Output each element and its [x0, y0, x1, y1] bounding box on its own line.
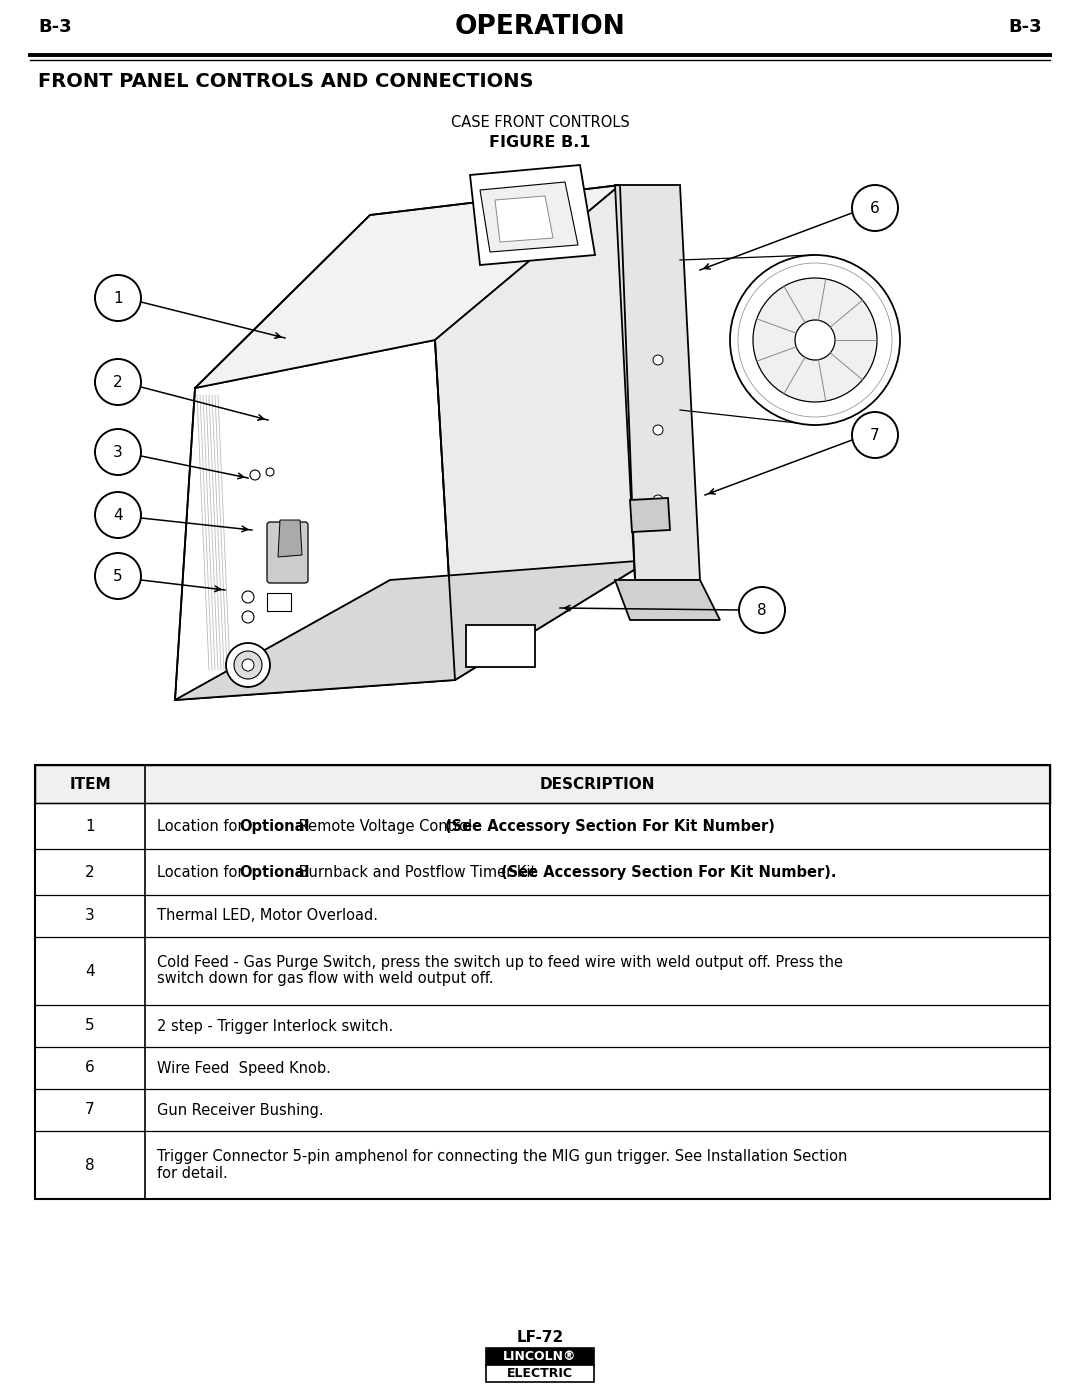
- Circle shape: [753, 278, 877, 403]
- Circle shape: [95, 429, 141, 475]
- Text: 6: 6: [85, 1060, 95, 1076]
- Text: 4: 4: [85, 963, 95, 979]
- Text: LINCOLN®: LINCOLN®: [503, 1351, 577, 1363]
- Circle shape: [739, 587, 785, 633]
- Text: 6: 6: [870, 200, 880, 215]
- Text: LF-72: LF-72: [516, 1330, 564, 1345]
- Circle shape: [249, 471, 260, 480]
- Text: 2: 2: [113, 375, 123, 390]
- Text: Gun Receiver Bushing.: Gun Receiver Bushing.: [157, 1102, 324, 1117]
- Text: 3: 3: [113, 444, 123, 459]
- Text: Cold Feed - Gas Purge Switch, press the switch up to feed wire with weld output : Cold Feed - Gas Purge Switch, press the …: [157, 955, 843, 970]
- Bar: [486, 1364, 594, 1382]
- Circle shape: [95, 275, 141, 321]
- Text: Optional: Optional: [239, 819, 309, 834]
- Text: B-3: B-3: [1009, 18, 1042, 36]
- Circle shape: [95, 552, 141, 600]
- Bar: [486, 1348, 594, 1364]
- Text: .: .: [704, 819, 708, 834]
- Polygon shape: [480, 182, 578, 253]
- Text: 8: 8: [85, 1158, 95, 1173]
- Circle shape: [795, 321, 835, 359]
- Text: 3: 3: [85, 909, 95, 923]
- Circle shape: [242, 659, 254, 670]
- Text: Optional: Optional: [239, 865, 309, 880]
- Text: Location for: Location for: [157, 865, 248, 880]
- Text: Trigger Connector 5-pin amphenol for connecting the MIG gun trigger. See Install: Trigger Connector 5-pin amphenol for con…: [157, 1149, 848, 1165]
- Circle shape: [653, 496, 663, 505]
- Circle shape: [95, 359, 141, 405]
- Text: 2 step - Trigger Interlock switch.: 2 step - Trigger Interlock switch.: [157, 1019, 393, 1034]
- Text: 7: 7: [85, 1102, 95, 1117]
- Polygon shape: [470, 165, 595, 265]
- Text: OPERATION: OPERATION: [455, 14, 625, 40]
- Text: CASE FRONT CONTROLS: CASE FRONT CONTROLS: [450, 115, 630, 130]
- Text: 1: 1: [85, 819, 95, 834]
- Circle shape: [852, 412, 897, 458]
- Text: DESCRIPTION: DESCRIPTION: [540, 776, 656, 791]
- Circle shape: [730, 255, 900, 425]
- FancyBboxPatch shape: [465, 625, 535, 668]
- Polygon shape: [615, 185, 700, 580]
- Text: 1: 1: [113, 290, 123, 305]
- FancyBboxPatch shape: [267, 593, 291, 611]
- Text: 2: 2: [85, 865, 95, 880]
- Circle shape: [653, 425, 663, 434]
- Polygon shape: [195, 185, 620, 389]
- Polygon shape: [615, 580, 720, 620]
- Circle shape: [266, 468, 274, 476]
- Circle shape: [242, 611, 254, 623]
- Circle shape: [226, 643, 270, 687]
- Circle shape: [852, 185, 897, 230]
- Text: Thermal LED, Motor Overload.: Thermal LED, Motor Overload.: [157, 909, 378, 923]
- Text: FIGURE B.1: FIGURE B.1: [489, 135, 591, 150]
- Text: ELECTRIC: ELECTRIC: [507, 1367, 573, 1380]
- Circle shape: [653, 355, 663, 365]
- Text: 5: 5: [113, 569, 123, 583]
- Circle shape: [95, 491, 141, 539]
- Text: switch down for gas flow with weld output off.: switch down for gas flow with weld outpu…: [157, 972, 494, 987]
- Text: FRONT PANEL CONTROLS AND CONNECTIONS: FRONT PANEL CONTROLS AND CONNECTIONS: [38, 72, 534, 92]
- Text: (See Accessory Section For Kit Number): (See Accessory Section For Kit Number): [445, 819, 774, 834]
- Text: Location for: Location for: [157, 819, 248, 834]
- Text: for detail.: for detail.: [157, 1166, 228, 1181]
- Circle shape: [242, 591, 254, 602]
- Polygon shape: [435, 185, 650, 680]
- Text: 5: 5: [85, 1019, 95, 1034]
- Text: B-3: B-3: [38, 18, 71, 36]
- FancyBboxPatch shape: [267, 522, 308, 583]
- Text: 4: 4: [113, 508, 123, 522]
- Text: (See Accessory Section For Kit Number).: (See Accessory Section For Kit Number).: [501, 865, 837, 880]
- Text: 8: 8: [757, 602, 767, 618]
- Polygon shape: [495, 196, 553, 242]
- Text: Remote Voltage Control: Remote Voltage Control: [294, 819, 476, 834]
- Bar: [35, 765, 1050, 804]
- Polygon shape: [175, 559, 650, 700]
- Polygon shape: [175, 340, 455, 700]
- Polygon shape: [630, 498, 670, 532]
- Text: 7: 7: [870, 428, 880, 443]
- Polygon shape: [278, 520, 302, 557]
- Text: ITEM: ITEM: [69, 776, 111, 791]
- Text: Burnback and Postflow Timer Kit: Burnback and Postflow Timer Kit: [294, 865, 540, 880]
- Bar: [35, 765, 1050, 1199]
- Circle shape: [234, 651, 262, 679]
- Text: Wire Feed  Speed Knob.: Wire Feed Speed Knob.: [157, 1060, 330, 1076]
